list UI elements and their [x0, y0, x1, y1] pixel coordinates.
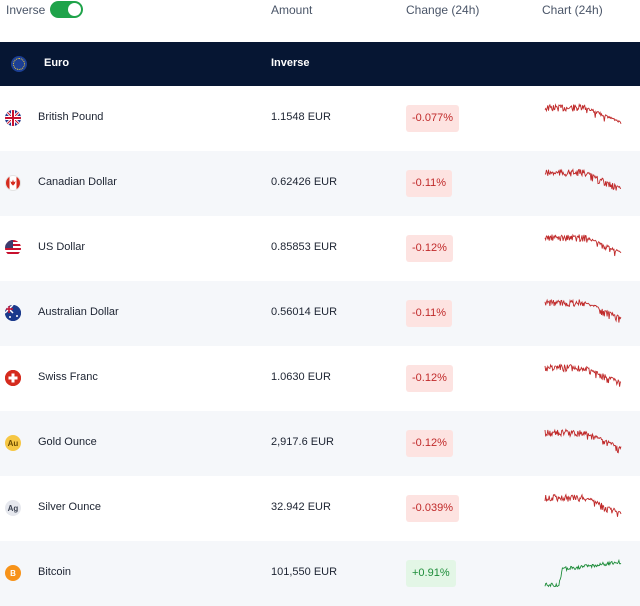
currency-name[interactable]: Australian Dollar	[38, 306, 119, 318]
uk-flag-icon	[5, 110, 21, 126]
sparkline-chart	[544, 233, 622, 257]
change-badge: -0.039%	[406, 495, 459, 522]
change-badge: -0.077%	[406, 105, 459, 132]
sparkline-chart	[544, 363, 622, 387]
base-inverse-label: Inverse	[271, 57, 310, 69]
table-header: Inverse Amount Change (24h) Chart (24h)	[0, 0, 640, 42]
sparkline-line	[544, 558, 622, 588]
currency-name[interactable]: Gold Ounce	[38, 436, 97, 448]
sparkline-line	[544, 298, 622, 323]
sparkline-chart	[544, 103, 622, 124]
icon-symbol: Au	[7, 438, 19, 448]
change-badge: -0.11%	[406, 300, 453, 327]
icon-symbol: B	[10, 568, 16, 578]
currency-amount: 1.0630 EUR	[271, 371, 331, 383]
column-header-chart: Chart (24h)	[542, 3, 603, 17]
inverse-toggle[interactable]	[50, 1, 83, 18]
currency-name[interactable]: Swiss Franc	[38, 371, 98, 383]
sparkline-line	[544, 428, 622, 454]
change-badge: -0.12%	[406, 430, 453, 457]
currency-amount: 0.56014 EUR	[271, 306, 338, 318]
gold-icon: Au	[5, 435, 21, 451]
sparkline-line	[544, 103, 622, 124]
currency-amount: 0.85853 EUR	[271, 241, 338, 253]
sparkline-line	[544, 493, 622, 517]
currency-amount: 0.62426 EUR	[271, 176, 338, 188]
currency-name[interactable]: Bitcoin	[38, 566, 72, 578]
currency-amount: 2,917.6 EUR	[271, 436, 334, 448]
change-badge: -0.12%	[406, 365, 453, 392]
sparkline-chart	[544, 428, 622, 454]
eu-flag-icon	[11, 56, 27, 72]
currency-name[interactable]: Canadian Dollar	[38, 176, 117, 188]
toggle-knob	[68, 3, 81, 16]
change-badge: -0.12%	[406, 235, 453, 262]
table-row[interactable]: Canadian Dollar 0.62426 EUR -0.11%	[0, 151, 640, 216]
currency-name[interactable]: Silver Ounce	[38, 501, 101, 513]
table-row[interactable]: US Dollar 0.85853 EUR -0.12%	[0, 216, 640, 281]
swiss-flag-icon	[5, 370, 21, 386]
us-flag-icon	[5, 240, 21, 256]
sparkline-chart	[544, 298, 622, 323]
column-header-amount[interactable]: Amount	[271, 3, 313, 17]
base-currency-name: Euro	[44, 57, 70, 69]
currency-name[interactable]: US Dollar	[38, 241, 86, 253]
change-badge: -0.11%	[406, 170, 453, 197]
table-row[interactable]: Swiss Franc 1.0630 EUR -0.12%	[0, 346, 640, 411]
table-row[interactable]: British Pound 1.1548 EUR -0.077%	[0, 86, 640, 151]
currency-amount: 1.1548 EUR	[271, 111, 331, 123]
sparkline-line	[544, 363, 622, 387]
silver-icon: Ag	[5, 500, 21, 516]
table-row[interactable]: Australian Dollar 0.56014 EUR -0.11%	[0, 281, 640, 346]
sparkline-chart	[544, 493, 622, 517]
bitcoin-icon: B	[5, 565, 21, 581]
table-row[interactable]: Ag Silver Ounce 32.942 EUR -0.039%	[0, 476, 640, 541]
currency-amount: 101,550 EUR	[271, 566, 338, 578]
column-header-change[interactable]: Change (24h)	[406, 3, 480, 17]
inverse-label: Inverse	[6, 3, 46, 17]
sparkline-line	[544, 168, 622, 191]
table-row[interactable]: Au Gold Ounce 2,917.6 EUR -0.12%	[0, 411, 640, 476]
australia-flag-icon	[5, 305, 21, 321]
currency-amount: 32.942 EUR	[271, 501, 331, 513]
sparkline-chart	[544, 168, 622, 191]
sparkline-line	[544, 233, 622, 257]
canada-flag-icon	[5, 175, 21, 191]
change-badge: +0.91%	[406, 560, 456, 587]
currency-name[interactable]: British Pound	[38, 111, 104, 123]
sparkline-chart	[544, 558, 622, 588]
table-row[interactable]: B Bitcoin 101,550 EUR +0.91%	[0, 541, 640, 606]
base-currency-row[interactable]: Euro Inverse	[0, 42, 640, 86]
icon-symbol: Ag	[7, 503, 19, 513]
